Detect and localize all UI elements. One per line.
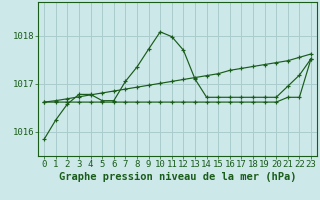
X-axis label: Graphe pression niveau de la mer (hPa): Graphe pression niveau de la mer (hPa) <box>59 172 296 182</box>
